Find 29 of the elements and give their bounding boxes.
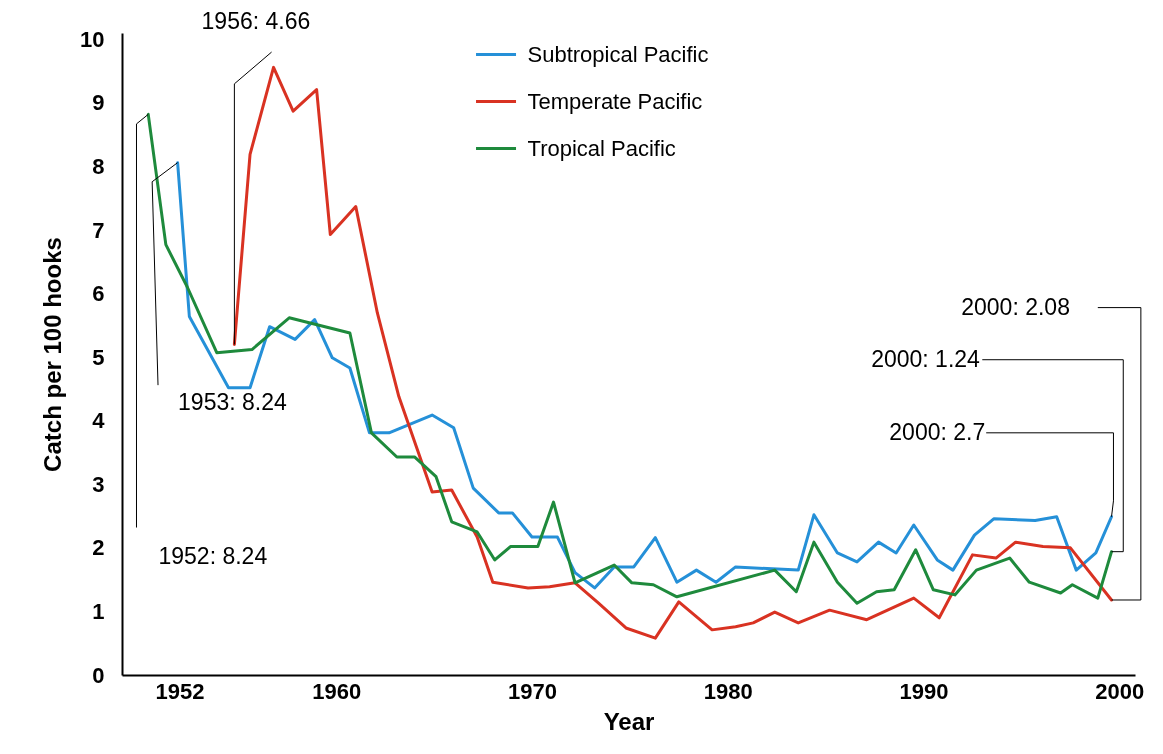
y-axis-title: Catch per 100 hooks	[39, 237, 67, 472]
annotation: 2000: 1.24	[871, 345, 981, 372]
line-series	[146, 112, 1114, 605]
x-tick-label: 1960	[312, 678, 362, 704]
x-tick-label: 1990	[899, 678, 949, 704]
y-tick-label: 0	[92, 662, 105, 688]
y-tick-label: 7	[92, 217, 105, 243]
annotation: 1956: 4.66	[201, 7, 311, 34]
x-axis-title: Year	[603, 707, 655, 735]
x-tick-label: 1952	[155, 678, 205, 704]
x-tick-label: 1980	[703, 678, 753, 704]
annotation: 1952: 8.24	[158, 542, 268, 569]
annotation: 1953: 8.24	[178, 388, 287, 415]
y-tick-label: 1	[92, 598, 105, 624]
legend-label: Subtropical Pacific	[527, 41, 709, 67]
y-tick-label: 8	[92, 153, 105, 179]
y-tick-label: 2	[92, 535, 105, 561]
y-tick-label: 9	[92, 90, 105, 116]
x-tick-label: 1970	[508, 678, 557, 704]
y-tick-label: 6	[92, 281, 105, 307]
y-tick-label: 3	[92, 471, 105, 497]
y-tick-label: 5	[92, 344, 105, 370]
annotation: 2000: 2.08	[961, 293, 1070, 320]
y-tick-label: 4	[92, 408, 106, 434]
legend-label: Tropical Pacific	[527, 135, 676, 161]
annotation: 2000: 2.7	[889, 418, 986, 445]
legend-label: Temperate Pacific	[527, 88, 703, 114]
x-tick-label: 2000	[1095, 678, 1145, 704]
y-tick-label: 10	[80, 26, 105, 52]
